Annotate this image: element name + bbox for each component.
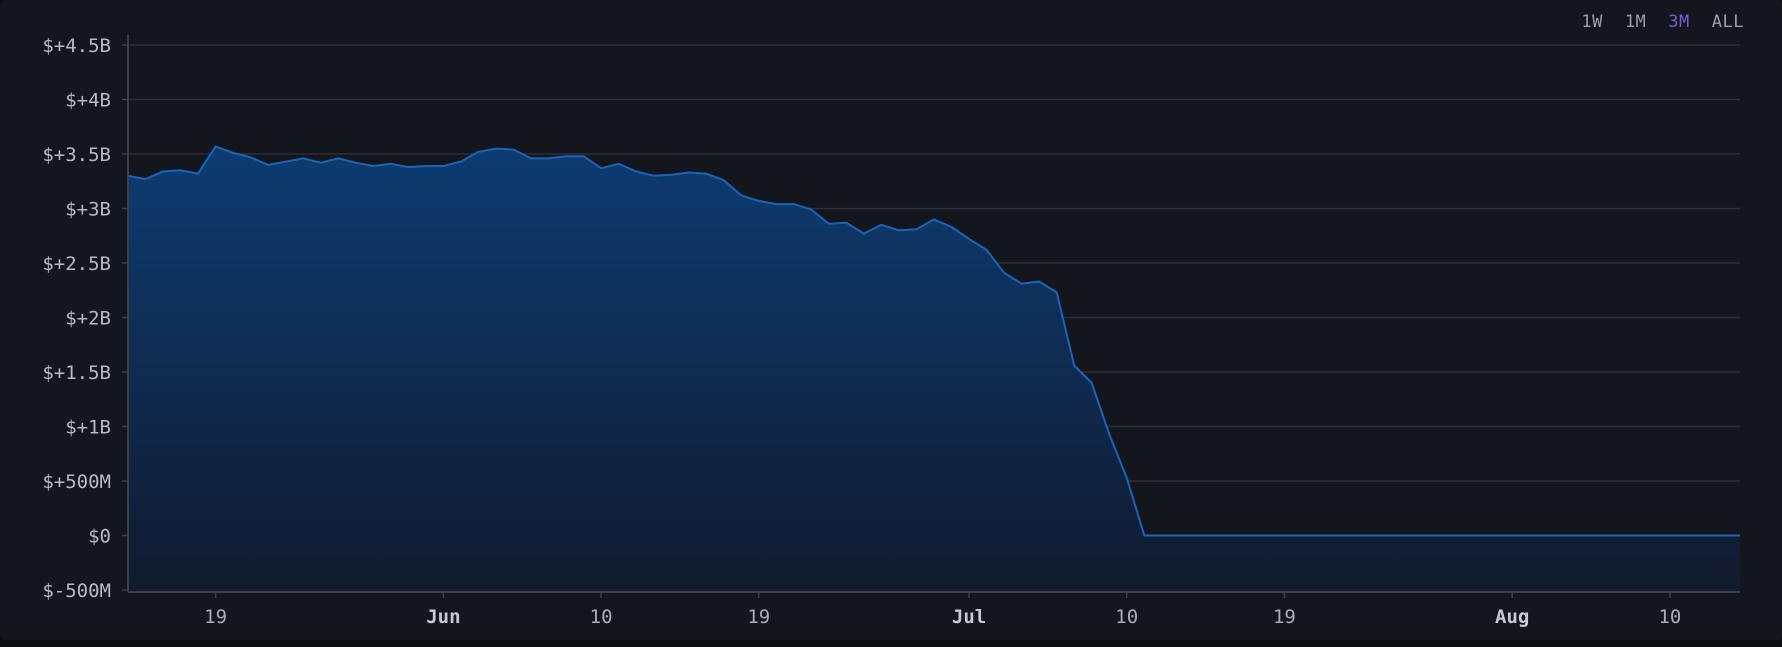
data-point — [1021, 283, 1023, 285]
data-point — [495, 148, 497, 150]
x-tick-label: Jul — [952, 606, 986, 628]
y-tick-label: $+1B — [65, 417, 111, 439]
y-tick-label: $+2B — [65, 308, 111, 330]
y-tick-label: $0 — [88, 526, 111, 548]
data-point — [1739, 535, 1740, 536]
y-tick-label: $+500M — [42, 471, 111, 493]
data-point — [1056, 291, 1058, 293]
data-point — [793, 203, 795, 205]
axes — [127, 35, 1740, 593]
range-selector: 1W 1M 3M ALL — [1581, 12, 1744, 32]
y-tick-label: $+4.5B — [42, 35, 111, 57]
data-point — [705, 173, 707, 175]
data-point — [653, 175, 655, 177]
y-tick-label: $+1.5B — [42, 362, 111, 384]
data-point — [898, 229, 900, 231]
range-tab-3m[interactable]: 3M — [1668, 12, 1690, 32]
data-point — [863, 233, 865, 235]
x-tick-label: 10 — [1115, 606, 1138, 628]
data-point — [285, 161, 287, 163]
x-tick-label: 19 — [204, 606, 227, 628]
data-point — [723, 179, 725, 181]
data-point — [1038, 281, 1040, 283]
data-point — [968, 238, 970, 240]
data-point — [845, 222, 847, 224]
data-point — [933, 218, 935, 220]
data-point — [1564, 535, 1566, 536]
range-tab-1m[interactable]: 1M — [1624, 12, 1647, 32]
data-point — [828, 223, 830, 225]
data-point — [618, 163, 620, 165]
data-point — [425, 165, 427, 167]
data-point — [740, 194, 742, 196]
x-tick-label: 10 — [1658, 606, 1681, 628]
data-point — [302, 157, 304, 159]
data-point — [162, 170, 164, 172]
data-point — [232, 152, 234, 154]
x-tick-label: Aug — [1495, 606, 1529, 628]
data-point — [1108, 433, 1110, 435]
data-point — [1476, 535, 1478, 536]
data-point — [880, 224, 882, 226]
data-point — [215, 145, 217, 147]
data-point — [1091, 382, 1093, 384]
y-tick-label: $+3B — [65, 199, 111, 221]
data-point — [337, 157, 339, 159]
data-point — [758, 200, 760, 202]
data-point — [1651, 535, 1653, 536]
data-point — [986, 249, 988, 251]
data-point — [600, 167, 602, 169]
y-tick-label: $+3.5B — [42, 144, 111, 166]
data-point — [810, 209, 812, 211]
x-tick-label: 10 — [590, 606, 613, 628]
data-point — [512, 149, 514, 151]
range-tab-1w[interactable]: 1W — [1581, 12, 1603, 32]
y-axis-ticks: $+4.5B $+4B $+3.5B $+3B $+2.5B $+2B $+1.5B $+1B… — [42, 35, 128, 602]
data-point — [320, 162, 322, 164]
area-series — [128, 145, 1740, 592]
data-point — [1126, 477, 1128, 479]
data-point — [635, 170, 637, 172]
x-tick-label: Jun — [426, 606, 460, 628]
data-point — [1073, 364, 1075, 366]
y-tick-label: $+4B — [65, 90, 111, 112]
data-point — [1301, 535, 1303, 536]
data-point — [355, 162, 357, 164]
data-point — [407, 166, 409, 168]
x-tick-label: 19 — [747, 606, 770, 628]
x-axis-ticks: 19 Jun 10 19 Jul 10 19 Aug 10 — [204, 592, 1681, 628]
data-point — [390, 163, 392, 165]
data-point — [915, 228, 917, 230]
range-tab-all[interactable]: ALL — [1711, 12, 1744, 32]
data-point — [565, 155, 567, 157]
x-tick-label: 19 — [1273, 606, 1296, 628]
area-fill — [128, 146, 1740, 592]
data-point — [442, 165, 444, 167]
data-point — [688, 172, 690, 174]
data-point — [197, 173, 199, 175]
data-point — [1389, 535, 1391, 536]
data-point — [145, 178, 147, 180]
y-tick-label: $+2.5B — [42, 253, 111, 275]
data-point — [530, 157, 532, 159]
data-point — [1143, 535, 1145, 536]
data-point — [548, 157, 550, 159]
data-point — [670, 174, 672, 176]
data-point — [775, 203, 777, 205]
data-point — [250, 156, 252, 158]
data-point — [372, 165, 374, 167]
y-tick-label: $-500M — [42, 580, 111, 602]
data-point — [267, 164, 269, 166]
data-point — [1213, 535, 1215, 536]
data-point — [180, 169, 182, 171]
data-point — [1003, 272, 1005, 274]
data-point — [951, 226, 953, 228]
data-point — [477, 151, 479, 153]
data-point — [583, 155, 585, 157]
data-point — [460, 161, 462, 163]
